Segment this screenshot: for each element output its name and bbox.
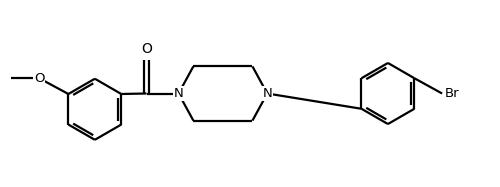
Text: N: N — [262, 87, 272, 100]
Text: N: N — [174, 87, 184, 100]
Text: O: O — [141, 42, 152, 56]
Text: N: N — [262, 87, 272, 100]
Text: O: O — [34, 72, 44, 85]
Text: Br: Br — [444, 87, 459, 100]
